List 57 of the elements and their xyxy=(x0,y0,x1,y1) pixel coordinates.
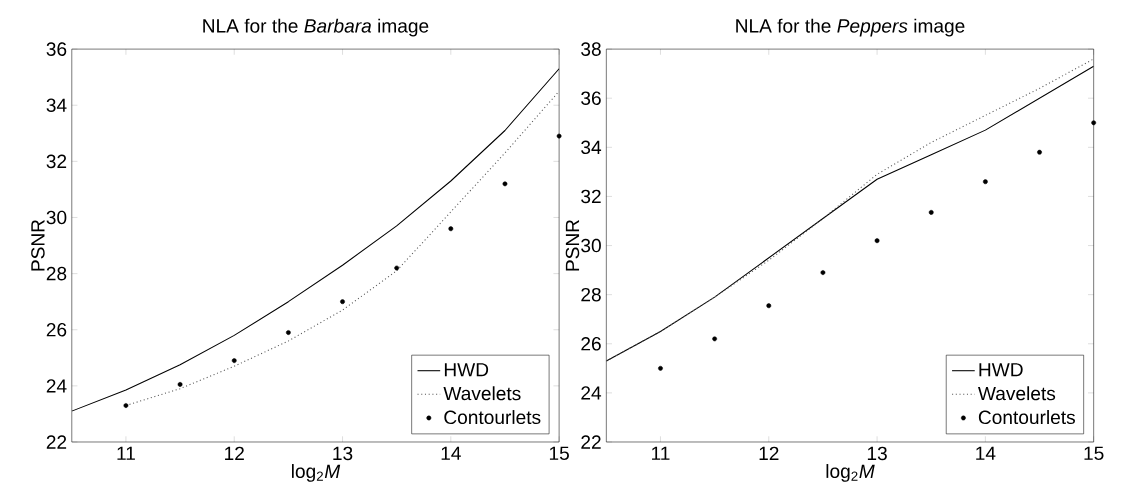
x-tick-label: 11 xyxy=(652,446,670,461)
x-tick-label: 12 xyxy=(225,446,244,461)
x-axis-title: log$_{2}$M xyxy=(826,464,875,483)
legend-label: Contourlets xyxy=(444,410,541,425)
legend-label: Wavelets xyxy=(443,386,521,401)
y-tick-label: 24 xyxy=(46,379,67,393)
y-tick-label: 22 xyxy=(581,435,601,449)
point xyxy=(712,336,718,342)
legend-label: HWD xyxy=(444,363,489,377)
y-axis-title: PSNR xyxy=(31,220,45,271)
x-tick-label: 12 xyxy=(759,446,779,461)
y-tick-label: 38 xyxy=(581,42,601,57)
point xyxy=(231,358,237,364)
y-tick-label: 24 xyxy=(581,386,602,400)
point xyxy=(123,403,129,409)
x-axis-title: log$_{2}$M xyxy=(292,464,341,483)
y-tick-label: 32 xyxy=(46,154,67,169)
x-tick-label: 13 xyxy=(333,446,353,461)
y-tick-label: 30 xyxy=(46,210,67,225)
point xyxy=(982,179,988,185)
y-tick-label: 34 xyxy=(46,98,67,113)
y-tick-label: 26 xyxy=(581,337,601,351)
x-tick-label: 11 xyxy=(117,446,135,461)
point xyxy=(394,265,400,271)
y-tick-label: 22 xyxy=(46,435,67,449)
y-tick-label: 36 xyxy=(46,42,67,57)
point xyxy=(448,226,454,232)
x-tick-label: 14 xyxy=(976,446,996,461)
x-tick-label: 15 xyxy=(549,446,569,461)
point xyxy=(340,299,345,305)
point xyxy=(177,382,183,388)
y-tick-label: 28 xyxy=(46,267,67,281)
point xyxy=(285,330,291,336)
y-tick-label: 34 xyxy=(581,140,602,155)
point xyxy=(928,210,934,216)
y-tick-label: 26 xyxy=(46,323,67,337)
point xyxy=(502,181,508,187)
x-tick-label: 13 xyxy=(867,446,887,461)
y-tick-label: 30 xyxy=(581,239,601,253)
y-tick-label: 28 xyxy=(581,288,601,302)
point xyxy=(766,303,772,309)
y-tick-label: 36 xyxy=(581,91,601,106)
point xyxy=(658,366,663,371)
point xyxy=(1037,150,1042,155)
chart-title: NLA for the Barbara image xyxy=(203,18,429,37)
legend-label: Contourlets xyxy=(978,410,1075,425)
x-tick-label: 14 xyxy=(441,446,461,461)
point xyxy=(874,238,880,244)
y-axis-title: PSNR xyxy=(565,220,580,271)
point xyxy=(820,270,826,276)
y-tick-label: 32 xyxy=(581,189,601,204)
x-tick-label: 15 xyxy=(1084,446,1104,461)
legend-label: HWD xyxy=(979,363,1023,377)
chart-title: NLA for the Peppers image xyxy=(736,18,965,37)
point xyxy=(556,133,562,139)
point xyxy=(1091,120,1097,126)
legend-label: Wavelets xyxy=(978,386,1056,401)
